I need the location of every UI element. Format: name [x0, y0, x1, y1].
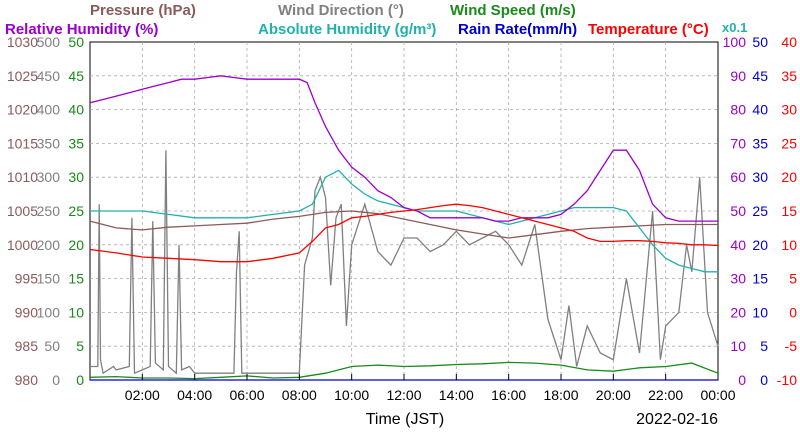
y-tick-label: 0 — [789, 304, 797, 320]
y-tick-label: 995 — [15, 271, 39, 287]
y-tick-label: 20 — [730, 304, 746, 320]
y-tick-label: 60 — [730, 169, 746, 185]
y-tick-label: 0 — [738, 372, 746, 388]
y-tick-label: 50 — [752, 34, 768, 50]
y-tick-label: 40 — [781, 34, 797, 50]
y-tick-label: 80 — [730, 102, 746, 118]
y-tick-label: 100 — [37, 304, 61, 320]
y-tick-label: 250 — [37, 203, 61, 219]
y-tick-label: 90 — [730, 68, 746, 84]
y-tick-label: 500 — [37, 34, 61, 50]
y-tick-label: 25 — [68, 203, 84, 219]
y-tick-label: 980 — [15, 372, 39, 388]
x-tick-label: 14:00 — [439, 387, 474, 403]
y-tick-label: 450 — [37, 68, 61, 84]
y-tick-label: 1030 — [7, 34, 38, 50]
x-axis: 02:00 04:00 06:00 08:00 10:00 12:00 14:00 16:00… — [125, 374, 736, 403]
y-tick-label: 15 — [752, 271, 768, 287]
x-tick-label: 18:00 — [543, 387, 578, 403]
header-label: Relative Humidity (%) — [5, 21, 158, 38]
y-tick-label: 400 — [37, 102, 61, 118]
left-axes: 1030102510201015101010051000995990985980… — [7, 34, 84, 388]
y-tick-label: 350 — [37, 135, 61, 151]
y-tick-label: 985 — [15, 338, 39, 354]
y-tick-label: 0 — [760, 372, 768, 388]
y-tick-label: 70 — [730, 135, 746, 151]
y-tick-label: 50 — [44, 338, 60, 354]
y-tick-label: 35 — [752, 135, 768, 151]
series-line — [90, 150, 719, 375]
x-tick-label: 12:00 — [386, 387, 421, 403]
y-tick-label: 1005 — [7, 203, 38, 219]
series-line — [89, 203, 719, 263]
y-tick-label: 45 — [752, 68, 768, 84]
x-tick-label: 06:00 — [229, 387, 264, 403]
chart-header: Pressure (hPa) Wind Direction (°) Wind Spe… — [5, 2, 747, 38]
x-axis-label: Time (JST) — [366, 411, 445, 428]
right-axes: 1009080706050403020100504540353025201510… — [723, 34, 798, 388]
y-tick-label: 150 — [37, 271, 61, 287]
y-tick-label: 15 — [68, 271, 84, 287]
y-tick-label: 1020 — [7, 102, 38, 118]
y-tick-label: 30 — [781, 102, 797, 118]
y-tick-label: 30 — [752, 169, 768, 185]
scale-note: x0.1 — [722, 20, 747, 35]
series-line — [89, 210, 718, 239]
y-tick-label: -5 — [785, 338, 798, 354]
header-label: Rain Rate(mm/h) — [458, 21, 577, 38]
date-label: 2022-02-16 — [636, 411, 718, 428]
x-tick-label: 04:00 — [177, 387, 212, 403]
y-tick-label: 40 — [68, 102, 84, 118]
x-tick-label: 08:00 — [282, 387, 317, 403]
x-tick-label: 10:00 — [334, 387, 369, 403]
y-tick-label: 5 — [760, 338, 768, 354]
x-tick-label: 20:00 — [596, 387, 631, 403]
y-tick-label: 10 — [68, 304, 84, 320]
y-tick-label: 5 — [76, 338, 84, 354]
y-tick-label: 50 — [68, 34, 84, 50]
series-line — [89, 75, 718, 222]
y-tick-label: 45 — [68, 68, 84, 84]
y-tick-label: 40 — [752, 102, 768, 118]
y-tick-label: 1025 — [7, 68, 38, 84]
y-tick-label: -10 — [777, 372, 797, 388]
y-tick-label: 30 — [730, 271, 746, 287]
y-tick-label: 50 — [730, 203, 746, 219]
series-line — [90, 169, 718, 273]
y-tick-label: 5 — [789, 271, 797, 287]
header-label: Temperature (°C) — [588, 21, 709, 38]
header-label: Wind Direction (°) — [278, 2, 404, 19]
y-tick-label: 40 — [730, 237, 746, 253]
y-tick-label: 30 — [68, 169, 84, 185]
y-tick-label: 35 — [781, 68, 797, 84]
y-tick-label: 1015 — [7, 135, 38, 151]
y-tick-label: 1000 — [7, 237, 38, 253]
y-tick-label: 990 — [15, 304, 39, 320]
y-tick-label: 25 — [752, 203, 768, 219]
y-tick-label: 100 — [723, 34, 747, 50]
x-tick-label: 22:00 — [648, 387, 683, 403]
y-tick-label: 10 — [781, 237, 797, 253]
x-tick-label: 02:00 — [125, 387, 160, 403]
y-tick-label: 20 — [752, 237, 768, 253]
x-tick-label: 16:00 — [491, 387, 526, 403]
x-tick-label: 00:00 — [700, 387, 735, 403]
y-tick-label: 200 — [37, 237, 61, 253]
y-tick-label: 0 — [76, 372, 84, 388]
y-tick-label: 25 — [781, 135, 797, 151]
y-tick-label: 300 — [37, 169, 61, 185]
y-tick-label: 10 — [752, 304, 768, 320]
y-tick-label: 20 — [68, 237, 84, 253]
y-tick-label: 1010 — [7, 169, 38, 185]
y-tick-label: 15 — [781, 203, 797, 219]
header-label: Wind Speed (m/s) — [450, 2, 576, 19]
y-tick-label: 35 — [68, 135, 84, 151]
y-tick-label: 10 — [730, 338, 746, 354]
y-tick-label: 20 — [781, 169, 797, 185]
header-label: Pressure (hPa) — [90, 2, 196, 19]
header-label: Absolute Humidity (g/m³) — [258, 21, 436, 38]
y-tick-label: 0 — [52, 372, 60, 388]
